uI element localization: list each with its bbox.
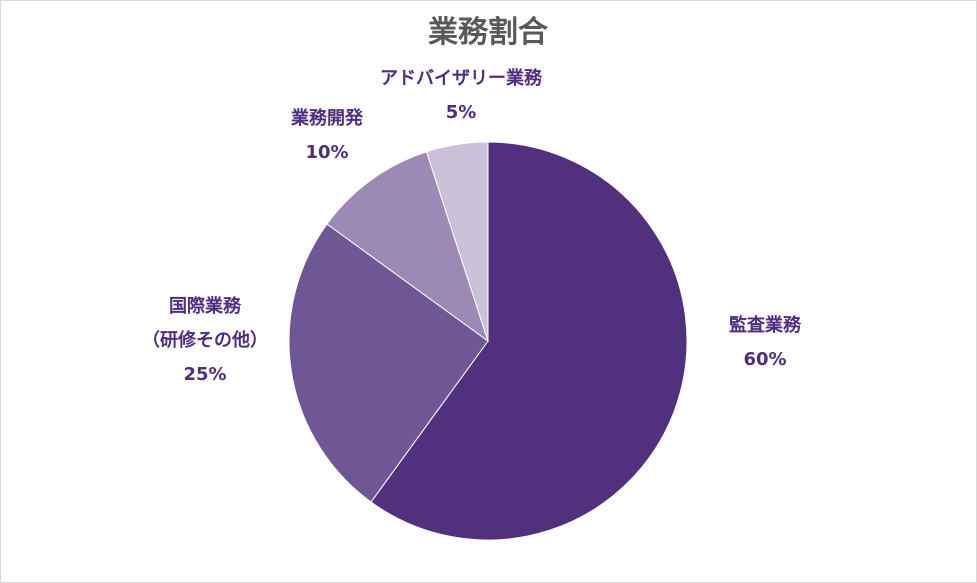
data-label-value: 10%: [305, 142, 348, 163]
pie-slice-3: [425, 141, 489, 342]
data-label-value: 5%: [446, 102, 477, 123]
data-label-value: 60%: [743, 349, 786, 370]
data-label-category: 監査業務: [729, 314, 802, 336]
pie-slice-1: [288, 223, 489, 503]
data-label-1: 国際業務 （研修その他） 25%: [142, 295, 268, 385]
data-label-category: アドバイザリー業務: [380, 67, 543, 89]
pie-slice-2: [326, 151, 489, 343]
data-label-category: （研修その他）: [142, 329, 268, 351]
data-label-0: 監査業務 60%: [729, 314, 802, 370]
data-label-category: 業務開発: [290, 107, 364, 129]
data-label-2: 業務開発 10%: [290, 107, 364, 163]
data-label-3: アドバイザリー業務 5%: [380, 67, 543, 123]
chart-title: 業務割合: [428, 15, 548, 50]
pie-slices: [288, 141, 688, 541]
pie-slice-0: [370, 141, 688, 541]
data-label-value: 25%: [183, 364, 226, 385]
data-label-category: 国際業務: [169, 295, 242, 317]
data-labels: 監査業務 60% 国際業務 （研修その他） 25% 業務開発 10% アドバイザリー業務 5%: [142, 67, 802, 385]
